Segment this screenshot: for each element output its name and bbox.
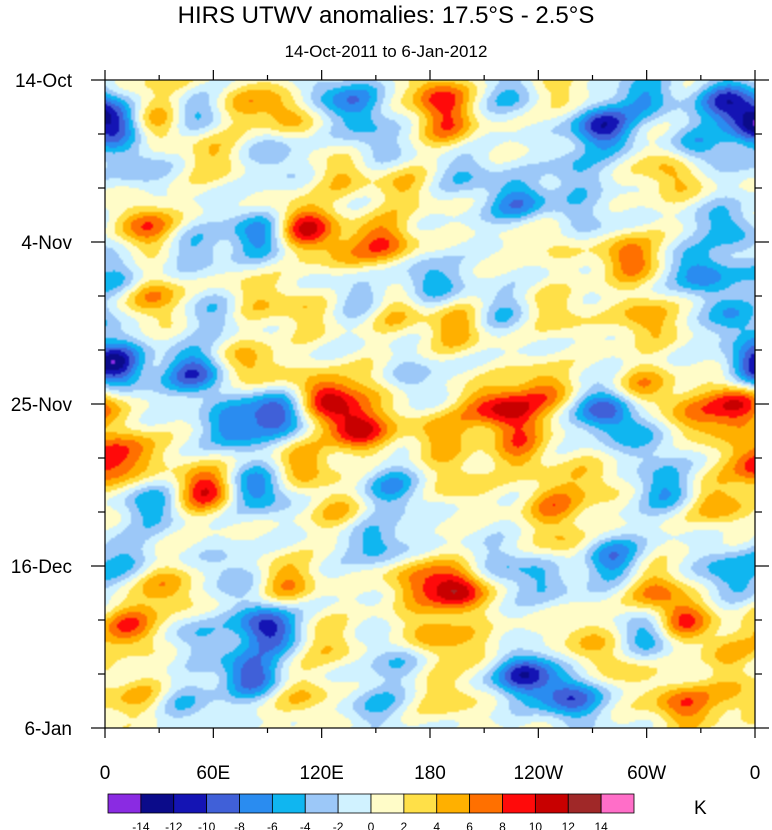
colorbar-swatch bbox=[502, 793, 536, 814]
axis-ticks bbox=[91, 70, 769, 738]
colorbar-swatch bbox=[567, 793, 602, 814]
colorbar-swatch bbox=[370, 793, 405, 814]
colorbar-label: 6 bbox=[466, 820, 473, 830]
y-tick-label: 16-Dec bbox=[11, 557, 72, 578]
colorbar-swatch bbox=[469, 793, 503, 814]
colorbar-label: 0 bbox=[368, 820, 375, 830]
colorbar-label: -8 bbox=[234, 820, 245, 830]
colorbar-swatch bbox=[403, 793, 438, 814]
colorbar-swatch bbox=[239, 793, 273, 814]
colorbar-swatch bbox=[534, 793, 569, 814]
colorbar-swatch bbox=[173, 793, 208, 814]
colorbar-label: 12 bbox=[562, 820, 576, 830]
x-tick-label: 120W bbox=[514, 763, 564, 784]
colorbar-swatch bbox=[140, 793, 175, 814]
colorbar-label: 8 bbox=[499, 820, 506, 830]
colorbar-swatch bbox=[436, 793, 471, 814]
anomaly-field bbox=[105, 80, 755, 728]
colorbar-swatch bbox=[337, 793, 372, 814]
colorbar-swatch bbox=[271, 793, 306, 814]
y-tick-label: 4-Nov bbox=[21, 233, 72, 254]
y-tick-label: 14-Oct bbox=[15, 71, 73, 92]
colorbar-label: -10 bbox=[198, 820, 216, 830]
colorbar-label: -2 bbox=[333, 820, 344, 830]
colorbar-swatch bbox=[206, 793, 240, 814]
colorbar-label: 14 bbox=[594, 820, 608, 830]
y-tick-labels: 14-Oct 4-Nov 25-Nov 16-Dec 6-Jan bbox=[11, 71, 73, 740]
chart-title: HIRS UTWV anomalies: 17.5°S - 2.5°S bbox=[177, 2, 595, 29]
colorbar-label: -12 bbox=[165, 820, 183, 830]
colorbar-label: 4 bbox=[433, 820, 440, 830]
chart-subtitle: 14-Oct-2011 to 6-Jan-2012 bbox=[284, 42, 488, 61]
colorbar-swatch bbox=[600, 793, 635, 814]
y-tick-label: 25-Nov bbox=[11, 395, 73, 416]
colorbar-swatch bbox=[304, 793, 339, 814]
colorbar-label: 2 bbox=[401, 820, 408, 830]
colorbar-label: -4 bbox=[300, 820, 311, 830]
colorbar-unit: K bbox=[694, 798, 707, 819]
colorbar: -14 -12 -10 -8 -6 -4 -2 0 2 4 6 8 10 12 14 bbox=[107, 793, 635, 830]
x-tick-label: 0 bbox=[750, 763, 761, 784]
x-tick-labels: 0 60E 120E 180 120W 60W 0 bbox=[100, 763, 761, 784]
x-tick-label: 60W bbox=[627, 763, 666, 784]
colorbar-label: -14 bbox=[132, 820, 150, 830]
y-tick-label: 6-Jan bbox=[24, 719, 72, 740]
colorbar-swatch bbox=[107, 793, 142, 814]
colorbar-label: -6 bbox=[267, 820, 278, 830]
x-tick-label: 180 bbox=[414, 763, 446, 784]
x-tick-label: 60E bbox=[196, 763, 230, 784]
x-tick-label: 120E bbox=[299, 763, 343, 784]
colorbar-label: 10 bbox=[529, 820, 543, 830]
x-tick-label: 0 bbox=[100, 763, 111, 784]
